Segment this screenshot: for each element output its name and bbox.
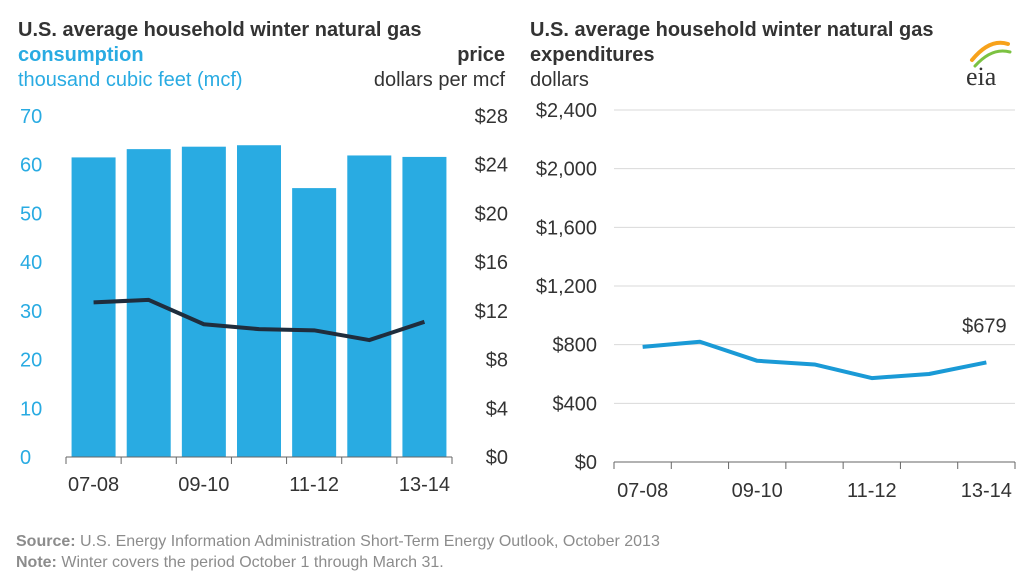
eia-logo-swoosh xyxy=(970,40,1010,62)
right-chart-plot: $0 $400 $800 $1,200 $1,600 $2,000 $2,400 07-08 0… xyxy=(536,100,1016,502)
right-y-tick-label: $28 xyxy=(475,106,508,128)
right-series-label: price xyxy=(457,44,505,66)
right-x-tick-label: 13-14 xyxy=(961,480,1012,502)
consumption-bar-11-12 xyxy=(292,188,337,457)
note-text: Winter covers the period October 1 throu… xyxy=(56,554,444,571)
left-series-label: consumption xyxy=(18,44,144,66)
right-y-tick-label: $16 xyxy=(475,252,508,274)
right-axis-unit: dollars per mcf xyxy=(374,69,506,91)
right-y-tick-label: $0 xyxy=(486,447,508,469)
eia-logo: eia xyxy=(966,40,1012,91)
left-y-tick-label: 70 xyxy=(20,106,42,128)
left-y-tick-label: 30 xyxy=(20,301,42,323)
left-y-tick-label: 20 xyxy=(20,350,42,372)
expenditure-line xyxy=(642,339,987,381)
consumption-bar-10-11 xyxy=(237,145,281,457)
right-chart-y-tick-label: $1,600 xyxy=(536,217,597,239)
left-x-tick-label: 07-08 xyxy=(68,474,119,496)
note-label: Note: xyxy=(16,554,57,571)
left-y-tick-label: 40 xyxy=(20,252,42,274)
right-y-tick-label: $20 xyxy=(475,203,508,225)
right-chart-y-tick-label: $2,000 xyxy=(536,159,597,181)
right-chart-y-tick-label: $800 xyxy=(553,335,598,357)
left-chart-plot: 0 10 20 30 40 50 60 70 $0 $4 $8 $12 $16 $20 $24 $28 07-0… xyxy=(20,106,508,496)
eia-logo-swoosh-green xyxy=(973,49,1012,68)
right-y-tick-label: $24 xyxy=(475,155,508,177)
source-label: Source: xyxy=(16,533,76,550)
right-chart-title: U.S. average household winter natural ga… xyxy=(530,19,933,41)
right-chart-y-tick-label: $400 xyxy=(553,393,598,415)
right-chart-y-tick-label: $2,400 xyxy=(536,100,597,122)
consumption-bar-13-14 xyxy=(402,156,447,458)
consumption-bar-12-13 xyxy=(347,155,392,458)
right-x-tick-label: 07-08 xyxy=(617,480,668,502)
left-x-tick-label: 09-10 xyxy=(178,474,229,496)
winter-note: Note: Winter covers the period October 1… xyxy=(16,554,444,572)
right-y-tick-label: $8 xyxy=(486,350,508,372)
left-x-tick-label: 13-14 xyxy=(399,474,450,496)
left-y-tick-label: 50 xyxy=(20,203,42,225)
figure: U.S. average household winter natural ga… xyxy=(18,19,1016,502)
left-y-tick-label: 10 xyxy=(20,398,42,420)
consumption-bar-09-10 xyxy=(181,146,226,457)
left-y-tick-label: 0 xyxy=(20,447,31,469)
source-text: U.S. Energy Information Administration S… xyxy=(75,533,660,550)
right-chart-y-tick-label: $0 xyxy=(575,452,597,474)
right-chart-title-line2: expenditures xyxy=(530,44,654,66)
right-y-tick-label: $4 xyxy=(486,398,508,420)
right-chart-y-tick-label: $1,200 xyxy=(536,276,597,298)
eia-logo-text: eia xyxy=(966,62,997,91)
consumption-bar-07-08 xyxy=(71,157,116,457)
right-axis-unit-dollars: dollars xyxy=(530,69,589,91)
left-y-tick-label: 60 xyxy=(20,155,42,177)
right-x-tick-label: 11-12 xyxy=(847,480,897,502)
consumption-bar-08-09 xyxy=(126,149,171,457)
source-note: Source: U.S. Energy Information Administ… xyxy=(16,533,660,551)
left-chart-title: U.S. average household winter natural ga… xyxy=(18,19,421,41)
left-x-tick-label: 11-12 xyxy=(289,474,339,496)
expenditure-annotation: $679 xyxy=(962,315,1007,337)
right-x-tick-label: 09-10 xyxy=(732,480,783,502)
left-axis-unit: thousand cubic feet (mcf) xyxy=(18,69,243,91)
right-y-tick-label: $12 xyxy=(475,301,508,323)
